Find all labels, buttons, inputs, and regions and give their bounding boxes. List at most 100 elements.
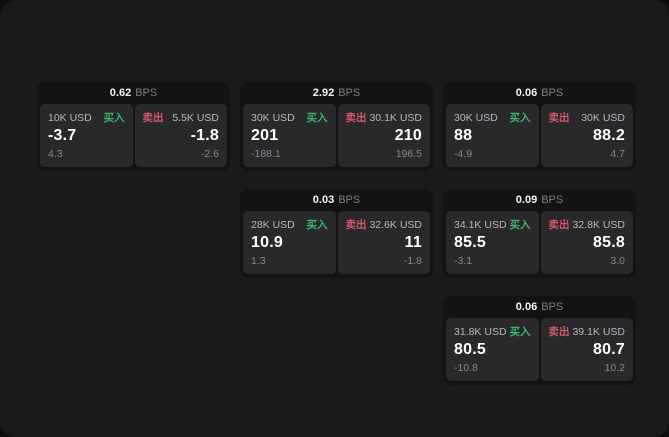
sell-tag: 卖出 bbox=[548, 326, 570, 338]
sell-panel[interactable]: 卖出 30K USD 88.2 4.7 bbox=[540, 104, 633, 167]
buy-price: 201 bbox=[251, 127, 279, 144]
buy-panel[interactable]: 28K USD 买入 10.9 1.3 bbox=[243, 211, 336, 274]
buy-amount: 28K USD bbox=[251, 219, 295, 231]
buy-price: 85.5 bbox=[454, 234, 486, 251]
spread-value: 0.62 bbox=[109, 87, 132, 99]
sell-amount: 39.1K USD bbox=[572, 326, 625, 338]
buy-sub-value: -10.8 bbox=[454, 362, 478, 374]
sell-panel-header: 卖出 30.1K USD bbox=[346, 112, 423, 124]
sell-amount: 30K USD bbox=[581, 112, 625, 124]
sell-price: 85.8 bbox=[593, 234, 625, 251]
buy-sub-value: -4.9 bbox=[454, 148, 473, 160]
buy-tag: 买入 bbox=[103, 112, 125, 124]
sell-panel[interactable]: 卖出 32.8K USD 85.8 3.0 bbox=[540, 211, 633, 274]
buy-amount: 34.1K USD bbox=[454, 219, 507, 231]
sell-amount: 30.1K USD bbox=[369, 112, 422, 124]
buy-price: 88 bbox=[454, 127, 473, 144]
spread-unit: BPS bbox=[541, 87, 564, 99]
sell-sub-value: 4.7 bbox=[610, 148, 625, 160]
spread-value: 0.03 bbox=[312, 194, 335, 206]
quote-panels: 30K USD 买入 201 -188.1 卖出 30.1K USD 210 1… bbox=[243, 104, 430, 167]
sell-tag: 卖出 bbox=[345, 112, 367, 124]
quote-panels: 31.8K USD 买入 80.5 -10.8 卖出 39.1K USD 80.… bbox=[446, 318, 633, 381]
card-header: 0.06 BPS bbox=[443, 296, 636, 318]
buy-panel-header: 30K USD 买入 bbox=[454, 112, 531, 124]
quote-panels: 30K USD 买入 88 -4.9 卖出 30K USD 88.2 4.7 bbox=[446, 104, 633, 167]
sell-tag: 卖出 bbox=[548, 112, 570, 124]
sell-panel-header: 卖出 32.8K USD bbox=[549, 219, 626, 231]
sell-panel-header: 卖出 5.5K USD bbox=[143, 112, 220, 124]
sell-sub-value: 3.0 bbox=[610, 255, 625, 267]
spread-unit: BPS bbox=[338, 87, 361, 99]
buy-panel[interactable]: 31.8K USD 买入 80.5 -10.8 bbox=[446, 318, 539, 381]
sell-amount: 32.6K USD bbox=[369, 219, 422, 231]
spread-value: 0.06 bbox=[515, 87, 538, 99]
buy-amount: 30K USD bbox=[251, 112, 295, 124]
card-header: 0.06 BPS bbox=[443, 82, 636, 104]
buy-price: -3.7 bbox=[48, 127, 77, 144]
sell-sub-value: 10.2 bbox=[604, 362, 625, 374]
quote-panels: 28K USD 买入 10.9 1.3 卖出 32.6K USD 11 -1.8 bbox=[243, 211, 430, 274]
sell-panel-header: 卖出 32.6K USD bbox=[346, 219, 423, 231]
sell-tag: 卖出 bbox=[345, 219, 367, 231]
spread-value: 0.09 bbox=[515, 194, 538, 206]
spread-unit: BPS bbox=[338, 194, 361, 206]
buy-sub-value: 4.3 bbox=[48, 148, 63, 160]
buy-sub-value: 1.3 bbox=[251, 255, 266, 267]
quote-card: 2.92 BPS 30K USD 买入 201 -188.1 卖出 30.1K … bbox=[240, 82, 433, 171]
sell-price: 11 bbox=[404, 234, 422, 251]
spread-unit: BPS bbox=[541, 301, 564, 313]
buy-price: 80.5 bbox=[454, 341, 486, 358]
card-header: 0.09 BPS bbox=[443, 189, 636, 211]
spread-value: 2.92 bbox=[312, 87, 335, 99]
sell-panel-header: 卖出 30K USD bbox=[549, 112, 626, 124]
sell-tag: 卖出 bbox=[142, 112, 164, 124]
sell-panel-header: 卖出 39.1K USD bbox=[549, 326, 626, 338]
sell-panel[interactable]: 卖出 5.5K USD -1.8 -2.6 bbox=[134, 104, 227, 167]
buy-price: 10.9 bbox=[251, 234, 283, 251]
card-header: 0.62 BPS bbox=[37, 82, 230, 104]
sell-price: -1.8 bbox=[190, 127, 219, 144]
sell-amount: 32.8K USD bbox=[572, 219, 625, 231]
card-header: 0.03 BPS bbox=[240, 189, 433, 211]
sell-panel[interactable]: 卖出 39.1K USD 80.7 10.2 bbox=[540, 318, 633, 381]
spread-value: 0.06 bbox=[515, 301, 538, 313]
buy-panel[interactable]: 10K USD 买入 -3.7 4.3 bbox=[40, 104, 133, 167]
buy-panel-header: 34.1K USD 买入 bbox=[454, 219, 531, 231]
quote-card: 0.62 BPS 10K USD 买入 -3.7 4.3 卖出 5.5K USD… bbox=[37, 82, 230, 171]
buy-tag: 买入 bbox=[509, 219, 531, 231]
spread-unit: BPS bbox=[135, 87, 158, 99]
buy-panel-header: 30K USD 买入 bbox=[251, 112, 328, 124]
buy-amount: 30K USD bbox=[454, 112, 498, 124]
quote-card: 0.06 BPS 31.8K USD 买入 80.5 -10.8 卖出 39.1… bbox=[443, 296, 636, 385]
sell-tag: 卖出 bbox=[548, 219, 570, 231]
buy-panel[interactable]: 34.1K USD 买入 85.5 -3.1 bbox=[446, 211, 539, 274]
quote-panels: 10K USD 买入 -3.7 4.3 卖出 5.5K USD -1.8 -2.… bbox=[40, 104, 227, 167]
sell-amount: 5.5K USD bbox=[172, 112, 219, 124]
buy-panel[interactable]: 30K USD 买入 88 -4.9 bbox=[446, 104, 539, 167]
buy-panel-header: 31.8K USD 买入 bbox=[454, 326, 531, 338]
card-header: 2.92 BPS bbox=[240, 82, 433, 104]
buy-panel[interactable]: 30K USD 买入 201 -188.1 bbox=[243, 104, 336, 167]
sell-panel[interactable]: 卖出 30.1K USD 210 196.5 bbox=[337, 104, 430, 167]
quote-card: 0.06 BPS 30K USD 买入 88 -4.9 卖出 30K USD 8… bbox=[443, 82, 636, 171]
sell-price: 88.2 bbox=[593, 127, 625, 144]
buy-amount: 31.8K USD bbox=[454, 326, 507, 338]
buy-tag: 买入 bbox=[306, 219, 328, 231]
buy-tag: 买入 bbox=[509, 112, 531, 124]
sell-sub-value: -1.8 bbox=[403, 255, 422, 267]
quote-panels: 34.1K USD 买入 85.5 -3.1 卖出 32.8K USD 85.8… bbox=[446, 211, 633, 274]
buy-tag: 买入 bbox=[306, 112, 328, 124]
buy-tag: 买入 bbox=[509, 326, 531, 338]
quote-card: 0.03 BPS 28K USD 买入 10.9 1.3 卖出 32.6K US… bbox=[240, 189, 433, 278]
buy-sub-value: -3.1 bbox=[454, 255, 473, 267]
buy-sub-value: -188.1 bbox=[251, 148, 281, 160]
quote-card: 0.09 BPS 34.1K USD 买入 85.5 -3.1 卖出 32.8K… bbox=[443, 189, 636, 278]
spread-unit: BPS bbox=[541, 194, 564, 206]
buy-amount: 10K USD bbox=[48, 112, 92, 124]
buy-panel-header: 10K USD 买入 bbox=[48, 112, 125, 124]
sell-panel[interactable]: 卖出 32.6K USD 11 -1.8 bbox=[337, 211, 430, 274]
sell-price: 80.7 bbox=[593, 341, 625, 358]
